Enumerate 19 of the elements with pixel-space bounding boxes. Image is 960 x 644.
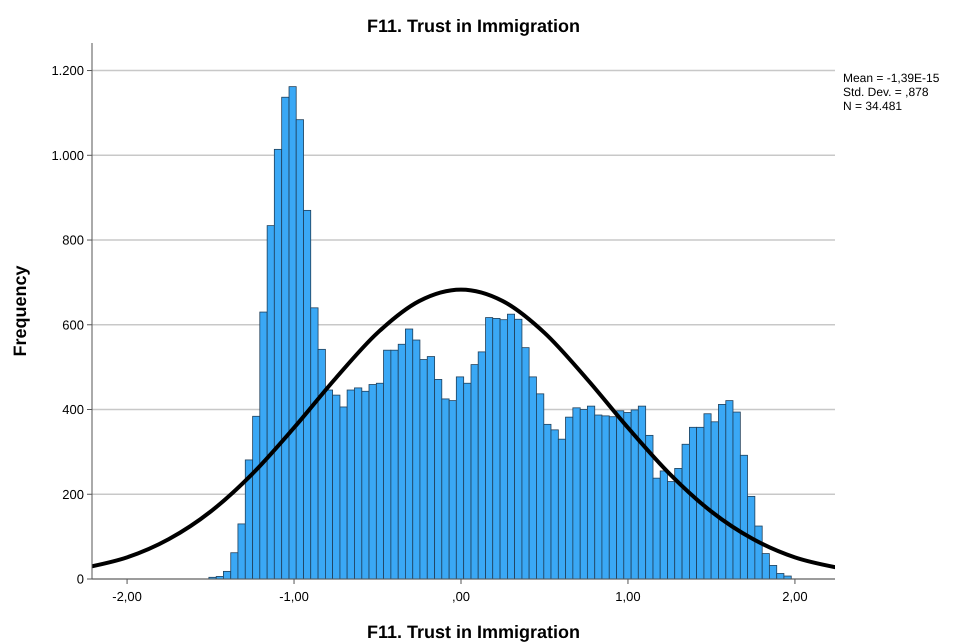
x-tick-label: -2,00 bbox=[112, 589, 142, 604]
y-tick-label: 800 bbox=[62, 232, 84, 248]
text: Std. Dev. = ,878 bbox=[843, 85, 929, 99]
y-tick-label: 200 bbox=[62, 486, 84, 502]
x-tick-label: 1,00 bbox=[615, 589, 641, 604]
line-series bbox=[92, 288, 835, 570]
x-tick-label: -1,00 bbox=[279, 589, 309, 604]
y-axis-title: Frequency bbox=[10, 265, 30, 357]
y-tick-label: 600 bbox=[62, 317, 84, 332]
y-tick-label: 400 bbox=[62, 402, 84, 418]
y-tick-label: 0 bbox=[76, 572, 84, 587]
y-tick-label: 1.200 bbox=[51, 63, 84, 78]
x-axis-title: F11. Trust in Immigration bbox=[366, 622, 580, 642]
text: N = 34.481 bbox=[843, 99, 902, 113]
x-tick-label: 2,00 bbox=[782, 589, 808, 604]
y-tick-label: 1.000 bbox=[51, 148, 84, 163]
x-tick-label: ,00 bbox=[452, 589, 470, 604]
chart-title: F11. Trust in Immigration bbox=[366, 16, 580, 36]
text: Mean = -1,39E-15 bbox=[843, 71, 940, 85]
